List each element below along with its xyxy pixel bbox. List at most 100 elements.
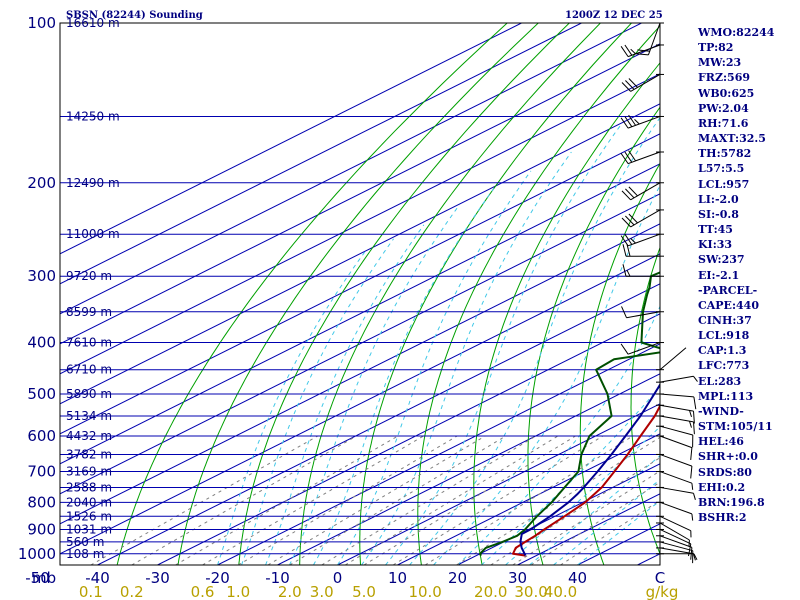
wind-barb-feather xyxy=(628,78,638,88)
wind-barb xyxy=(621,306,664,319)
wind-barb-feather xyxy=(624,151,633,163)
temperature-tick-label: 30 xyxy=(508,569,527,587)
wind-barb-shaft xyxy=(659,375,694,383)
wind-barb-shaft xyxy=(627,342,661,355)
height-label: 3169 m xyxy=(66,465,112,479)
height-label: 560 m xyxy=(66,535,104,549)
stability-index-line: PW:2.04 xyxy=(698,101,749,115)
mixing-ratio-line xyxy=(392,435,604,565)
stability-index-line: WMO:82244 xyxy=(698,26,775,39)
wind-barb xyxy=(656,404,695,424)
wind-barb-feather xyxy=(625,188,635,199)
wind-barb xyxy=(620,114,664,129)
wind-barb-shaft xyxy=(647,22,661,56)
mixing-ratio-tick-label: 3.0 xyxy=(310,583,334,600)
stability-index-line: WB0:625 xyxy=(698,86,755,100)
moist-adiabat-line xyxy=(265,224,425,565)
wind-barb xyxy=(621,73,664,92)
wind-barb-feather xyxy=(689,410,692,418)
wind-barb-shaft xyxy=(659,486,694,494)
wind-barb xyxy=(656,547,696,561)
stability-index-line: MPL:113 xyxy=(698,389,754,403)
wind-barb-shaft xyxy=(627,115,661,129)
wind-barb-shaft xyxy=(659,404,694,412)
height-label: 108 m xyxy=(66,547,104,561)
moist-adiabat-line xyxy=(361,151,572,565)
wind-barb-feather xyxy=(624,116,633,127)
chart-title: SBSN (82244) Sounding xyxy=(66,10,203,21)
wind-barb-feather xyxy=(620,235,629,247)
mixing-ratio-unit-label: g/kg xyxy=(646,583,679,600)
mixing-ratio-tick-label: 0.2 xyxy=(120,583,144,600)
wind-barb xyxy=(656,486,696,500)
wind-barb-feather xyxy=(690,466,693,479)
stability-index-line: -WIND- xyxy=(698,404,744,418)
wind-barb xyxy=(636,22,664,56)
dry-adiabat-line xyxy=(579,162,660,565)
pressure-tick-label: 300 xyxy=(27,267,56,285)
height-label: 3782 m xyxy=(66,447,112,461)
isotherm-line xyxy=(397,433,660,565)
stability-index-line: KI:33 xyxy=(698,238,733,252)
wind-barb-feather xyxy=(621,190,631,201)
wind-barb-feather xyxy=(691,483,694,490)
wind-barb-shaft xyxy=(630,182,661,201)
wind-barb-shaft xyxy=(659,435,693,449)
temperature-tick-label: 0 xyxy=(333,569,343,587)
wind-barb-feather xyxy=(630,48,636,55)
parcel-profile-line xyxy=(519,382,660,557)
stability-indices-panel: WMO:82244 TP:82 MW:23 FRZ:569 WB0:625 PW:2.04… xyxy=(698,25,798,525)
height-label: 1031 m xyxy=(66,522,112,536)
stability-index-line: RH:71.6 xyxy=(698,116,749,130)
height-label: 14250 m xyxy=(66,109,120,123)
isotherm-line xyxy=(97,283,660,565)
temperature-tick-label: 20 xyxy=(448,569,467,587)
wind-barb xyxy=(620,150,664,165)
mixing-ratio-tick-label: 0.6 xyxy=(191,583,215,600)
stability-index-line: LFC:773 xyxy=(698,359,750,373)
mixing-ratio-line xyxy=(490,457,660,565)
isotherm-line xyxy=(157,313,660,565)
wind-barb-shaft xyxy=(659,522,690,541)
pressure-tick-label: 800 xyxy=(27,493,56,511)
wind-barb xyxy=(656,553,698,561)
temperature-tick-label: -10 xyxy=(265,569,290,587)
height-label: 1526 m xyxy=(66,509,112,523)
mixing-ratio-lines xyxy=(90,435,660,565)
mixing-ratio-line xyxy=(202,435,424,565)
mixing-ratio-tick-label: 30.0 xyxy=(514,583,547,600)
wind-barb-feather xyxy=(620,343,629,355)
mixing-ratio-tick-label: 20.0 xyxy=(474,583,507,600)
wind-barb xyxy=(622,264,664,277)
wind-barb xyxy=(656,435,693,460)
wind-barb-feather xyxy=(693,375,698,382)
temperature-profile-line xyxy=(512,403,660,557)
stability-index-line: LCL:918 xyxy=(698,329,750,343)
stability-index-line: SI:-0.8 xyxy=(698,207,739,221)
wind-barb-feather xyxy=(636,53,649,56)
wind-barb-shaft xyxy=(659,529,692,545)
isotherm-line xyxy=(217,343,660,565)
wind-barb-feather xyxy=(693,553,696,561)
isotherm-line xyxy=(60,23,522,255)
pressure-tick-label: 900 xyxy=(27,520,56,538)
wind-barb-feather xyxy=(628,150,637,162)
height-label: 8599 m xyxy=(66,305,112,319)
wind-barb-feather xyxy=(693,411,695,424)
wind-barb-shaft xyxy=(627,233,661,247)
stability-index-line: -PARCEL- xyxy=(698,283,758,297)
wind-barb-shaft xyxy=(659,425,693,436)
mixing-ratio-tick-label: 2.0 xyxy=(278,583,302,600)
wind-barb xyxy=(621,182,664,201)
wind-barb-feather xyxy=(628,114,637,126)
isotherm-line xyxy=(60,43,660,345)
wind-barb-feather xyxy=(624,44,633,56)
stability-index-line: MW:23 xyxy=(698,56,742,70)
isotherm-line xyxy=(60,73,660,375)
wind-barb-feather xyxy=(625,215,635,226)
wind-barb-feather xyxy=(621,217,631,228)
mixing-ratio-line xyxy=(512,470,660,565)
wind-barb-shaft xyxy=(630,74,661,92)
